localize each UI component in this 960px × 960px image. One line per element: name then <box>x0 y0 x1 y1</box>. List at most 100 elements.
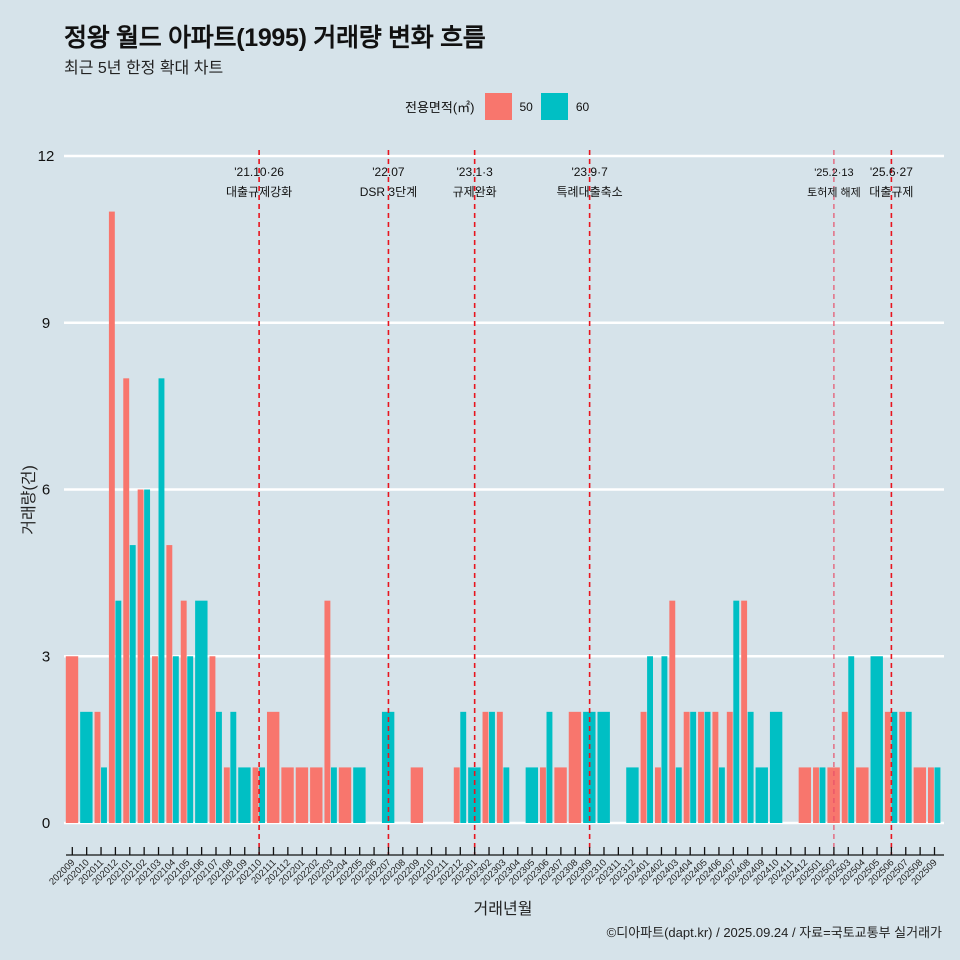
bar-50-202508 <box>913 767 927 823</box>
bar-50-202009 <box>65 656 79 823</box>
bar-50-202105 <box>180 600 187 823</box>
bar-50-202308 <box>568 711 582 823</box>
bar-50-202012 <box>108 211 115 824</box>
event-date-202506: '25.6·27 <box>870 165 913 179</box>
bar-60-202407 <box>733 600 740 823</box>
bar-50-202402 <box>654 767 661 823</box>
bar-60-202103 <box>158 378 165 823</box>
y-tick-label: 9 <box>42 315 50 332</box>
bar-60-202104 <box>172 656 179 823</box>
bar-60-202306 <box>546 711 553 823</box>
event-lines <box>258 150 893 855</box>
event-annotations: '21.10·26 대출규제강화 '22.07 DSR 3단계 '23.1·3 규제완화 '… <box>226 165 913 199</box>
bar-50-202302 <box>482 711 489 823</box>
bar-60-202509 <box>934 767 941 823</box>
event-label-202110: 대출규제강화 <box>226 185 292 199</box>
bar-50-202408 <box>741 600 748 823</box>
bar-60-202507 <box>905 711 912 823</box>
bar-50-202507 <box>899 711 906 823</box>
event-label-202301: 규제완화 <box>453 185 497 199</box>
bar-60-202506 <box>891 711 898 823</box>
event-label-202506: 대출규제 <box>869 185 913 199</box>
bar-60-202105 <box>187 656 194 823</box>
bar-60-202501 <box>819 767 826 823</box>
bar-50-202403 <box>669 600 676 823</box>
bar-60-202012 <box>115 600 122 823</box>
bar-50-202404 <box>683 711 690 823</box>
footer-credit: ©디아파트(dapt.kr) / 2025.09.24 / 자료=국토교통부 실… <box>606 925 942 940</box>
bar-50-202112 <box>281 767 294 823</box>
bar-50-202204 <box>338 767 352 823</box>
bar-60-202109 <box>238 767 251 823</box>
bar-60-202203 <box>330 767 337 823</box>
event-label-202207: DSR 3단계 <box>360 185 417 199</box>
bar-50-202101 <box>123 378 130 823</box>
bar-50-202203 <box>324 600 331 823</box>
chart-title: 정왕 월드 아파트(1995) 거래량 변화 흐름 <box>64 24 486 52</box>
event-date-202502: '25.2·13 <box>814 167 853 179</box>
x-axis: 2020092020102020112020122021012021022021… <box>47 847 944 888</box>
bar-60-202312 <box>626 767 639 823</box>
y-axis: 0 3 6 9 12 <box>38 148 55 832</box>
bar-50-202102 <box>137 489 144 823</box>
bar-50-202103 <box>152 656 158 823</box>
bar-50-202111 <box>266 711 280 823</box>
bar-50-202503 <box>841 711 848 823</box>
bar-50-202401 <box>640 711 647 823</box>
legend-title: 전용면적(㎡) <box>405 100 475 115</box>
event-label-202502: 토허제 해제 <box>807 185 861 199</box>
bar-60-202410 <box>769 711 783 823</box>
bar-60-202403 <box>675 767 682 823</box>
bar-50-202212 <box>453 767 460 823</box>
y-tick-label: 12 <box>38 148 55 165</box>
bar-60-202505 <box>870 656 883 823</box>
bar-60-202406 <box>718 767 725 823</box>
bar-60-202303 <box>503 767 510 823</box>
event-date-202110: '21.10·26 <box>234 165 284 179</box>
bar-60-202401 <box>647 656 653 823</box>
bar-50-202011 <box>94 711 101 823</box>
y-tick-label: 0 <box>42 815 50 832</box>
bar-60-202301 <box>468 767 481 823</box>
bar-60-202305 <box>525 767 539 823</box>
x-axis-title: 거래년월 <box>474 900 533 918</box>
bar-60-202102 <box>144 489 151 823</box>
bar-50-202110 <box>252 767 259 823</box>
bar-60-202207 <box>381 711 395 823</box>
bar-60-202212 <box>460 711 467 823</box>
bar-50-202506 <box>884 711 891 823</box>
bar-50-202303 <box>496 711 503 823</box>
bar-60-202404 <box>690 711 697 823</box>
bar-60-202408 <box>747 711 754 823</box>
bar-50-202307 <box>554 767 567 823</box>
bar-60-202110 <box>259 767 266 823</box>
bar-50-202412 <box>798 767 812 823</box>
bar-50-202107 <box>209 656 216 823</box>
bar-50-202509 <box>928 767 934 823</box>
bar-50-202405 <box>698 711 704 823</box>
y-tick-label: 3 <box>42 648 50 665</box>
bar-50-202209 <box>410 767 424 823</box>
event-label-202309: 특례대출축소 <box>556 185 622 199</box>
bar-60-202106 <box>195 600 208 823</box>
bar-60-202310 <box>597 711 610 823</box>
bar-60-202405 <box>704 711 711 823</box>
bar-60-202010 <box>80 711 93 823</box>
bar-50-202502 <box>827 767 840 823</box>
bar-50-202406 <box>712 711 719 823</box>
y-tick-label: 6 <box>42 482 50 499</box>
bar-60-202108 <box>230 711 237 823</box>
legend-label-60: 60 <box>575 99 590 114</box>
legend: 전용면적(㎡) 50 60 <box>405 93 597 120</box>
legend-label-50: 50 <box>519 99 533 114</box>
legend-swatch-50 <box>484 93 512 120</box>
bar-60-202101 <box>129 545 136 823</box>
chart-subtitle: 최근 5년 한정 확대 차트 <box>64 60 224 77</box>
bar-60-202302 <box>489 711 495 823</box>
bar-50-202504 <box>856 767 869 823</box>
y-axis-title: 거래량(건) <box>20 465 38 535</box>
event-date-202309: '23.9·7 <box>571 165 608 179</box>
bar-50-202201 <box>295 767 309 823</box>
bar-60-202402 <box>661 656 668 823</box>
